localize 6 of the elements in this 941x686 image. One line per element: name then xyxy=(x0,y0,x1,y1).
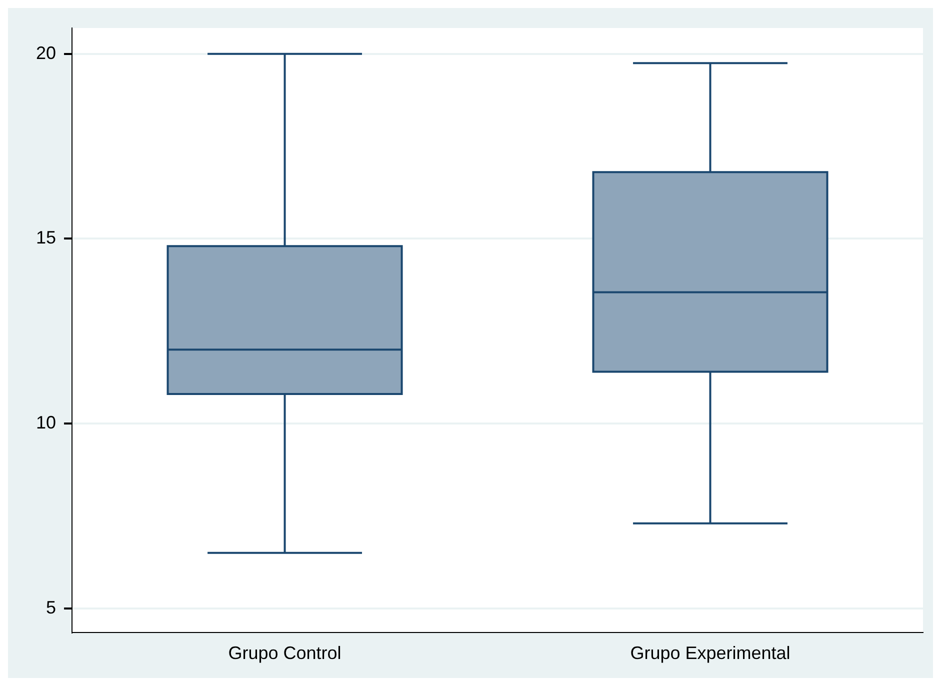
y-tick-label: 10 xyxy=(36,412,56,433)
y-tick-label: 5 xyxy=(46,597,56,618)
y-tick-label: 15 xyxy=(36,228,56,248)
y-tick-label: 20 xyxy=(36,42,56,63)
x-tick-label: Grupo Experimental xyxy=(630,643,790,664)
x-tick-label: Grupo Control xyxy=(228,643,342,664)
